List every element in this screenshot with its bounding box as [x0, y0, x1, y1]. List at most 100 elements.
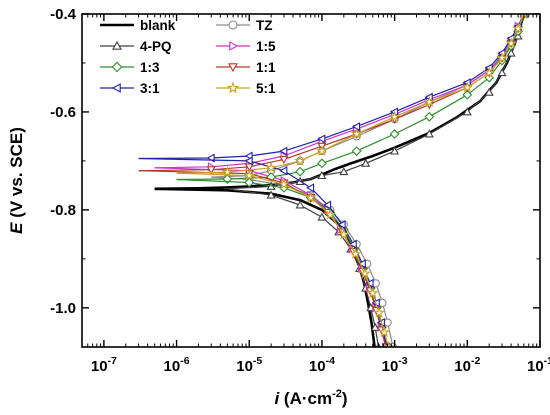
data-point — [512, 22, 525, 34]
x-axis-variable: i — [274, 389, 280, 408]
legend-item-tz: TZ — [216, 18, 273, 33]
data-point — [424, 111, 435, 122]
data-point — [304, 191, 317, 203]
data-point — [348, 239, 357, 249]
x-axis-unit-exponent: -2 — [332, 388, 342, 400]
data-point — [305, 183, 315, 193]
data-point — [351, 146, 362, 157]
x-tick-label: 10-2 — [454, 355, 480, 375]
data-point — [461, 81, 474, 93]
data-point — [278, 178, 290, 190]
data-point — [317, 170, 327, 180]
data-point — [317, 134, 326, 144]
data-point — [505, 37, 518, 49]
data-point — [317, 158, 327, 169]
data-point — [244, 177, 255, 188]
data-point — [462, 107, 472, 116]
legend-label: 1:1 — [256, 60, 276, 75]
x-axis-unit-close: ) — [342, 389, 348, 408]
x-tick-label: 10-5 — [236, 355, 262, 375]
data-point — [337, 220, 346, 230]
y-axis-unit: (V vs. SCE) — [7, 127, 26, 222]
x-tick-label: 10-1 — [527, 355, 550, 375]
x-axis-title: i (A·cm-2) — [274, 388, 347, 408]
legend-item-4-pq: 4-PQ — [100, 39, 172, 54]
data-point — [317, 212, 327, 221]
legend-swatch-marker — [228, 63, 238, 73]
legend-label: TZ — [256, 18, 273, 33]
legend-label: 1:5 — [256, 39, 276, 54]
x-tick-label: 10-6 — [164, 355, 190, 375]
data-point — [390, 146, 400, 155]
legend-item-blank: blank — [100, 18, 176, 33]
data-point — [370, 322, 380, 331]
data-point — [388, 110, 401, 122]
data-point — [496, 52, 508, 64]
legend-item-5-1: 5:1 — [216, 81, 276, 96]
series-line-3-1-anodic — [138, 14, 525, 160]
data-point — [366, 286, 379, 299]
data-point — [243, 169, 256, 181]
series-line-blank-anodic — [154, 14, 526, 191]
series-line-5-1-anodic — [176, 14, 525, 174]
legend-swatch-marker — [112, 40, 122, 50]
y-tick-label: -0.6 — [50, 104, 76, 121]
series-line-blank-cathodic — [154, 187, 376, 347]
legend-label: 1:3 — [140, 60, 160, 75]
data-point — [265, 161, 278, 173]
data-point — [295, 166, 305, 177]
y-axis-title: E (V vs. SCE) — [7, 127, 26, 234]
series-line-1-3-cathodic — [176, 178, 387, 347]
legend-swatch-marker — [111, 61, 123, 73]
data-point — [279, 166, 288, 176]
data-point — [389, 129, 400, 139]
data-point — [357, 259, 366, 269]
legend-label: 3:1 — [140, 81, 160, 96]
data-point — [244, 163, 254, 172]
legend-swatch-marker — [226, 81, 240, 94]
legend-label: 5:1 — [256, 81, 276, 96]
data-point — [244, 156, 253, 166]
x-tick-label: 10-7 — [91, 355, 117, 375]
data-point — [206, 166, 216, 175]
x-axis: 10-7 10-6 10-5 10-4 10-3 10-2 10-1 — [81, 14, 550, 375]
data-point — [483, 66, 496, 78]
legend-swatch-marker — [111, 83, 121, 93]
data-point — [506, 48, 516, 57]
data-point — [337, 228, 350, 240]
data-point — [423, 95, 436, 108]
series-1-3 — [176, 14, 529, 347]
series-line-4-pq-cathodic — [227, 188, 380, 347]
legend-swatch-marker — [229, 41, 239, 51]
data-point — [462, 89, 473, 100]
data-point — [350, 127, 363, 139]
legend-item-1-3: 1:3 — [100, 60, 160, 75]
data-point — [424, 129, 434, 138]
y-tick-label: -0.8 — [50, 202, 76, 219]
data-point — [339, 166, 349, 176]
series-line-1-3-anodic — [176, 14, 525, 181]
data-point — [484, 87, 494, 96]
data-point — [349, 247, 362, 259]
series-line-1-5-anodic — [154, 14, 525, 169]
y-axis: -1.0 -0.8 -0.6 -0.4 — [50, 6, 540, 317]
legend-item-1-5: 1:5 — [216, 39, 276, 54]
data-point — [266, 190, 276, 199]
x-axis-unit: (A·cm — [279, 389, 332, 408]
data-point — [316, 144, 328, 157]
plot-curves — [138, 14, 529, 347]
series-line-5-1-cathodic — [176, 172, 390, 347]
legend-item-1-1: 1:1 — [216, 60, 276, 75]
y-tick-label: -0.4 — [50, 6, 77, 23]
data-point — [351, 122, 361, 132]
data-point — [361, 158, 371, 167]
legend-label: 4-PQ — [140, 39, 172, 54]
legend: blank TZ 4-PQ 1:5 1:3 1:1 3:1 5:1 — [100, 18, 276, 96]
x-tick-label: 10-3 — [382, 355, 408, 375]
data-point — [294, 154, 306, 166]
legend-label: blank — [140, 18, 176, 33]
data-point — [279, 156, 289, 165]
data-point — [378, 326, 391, 338]
data-point — [295, 200, 305, 209]
